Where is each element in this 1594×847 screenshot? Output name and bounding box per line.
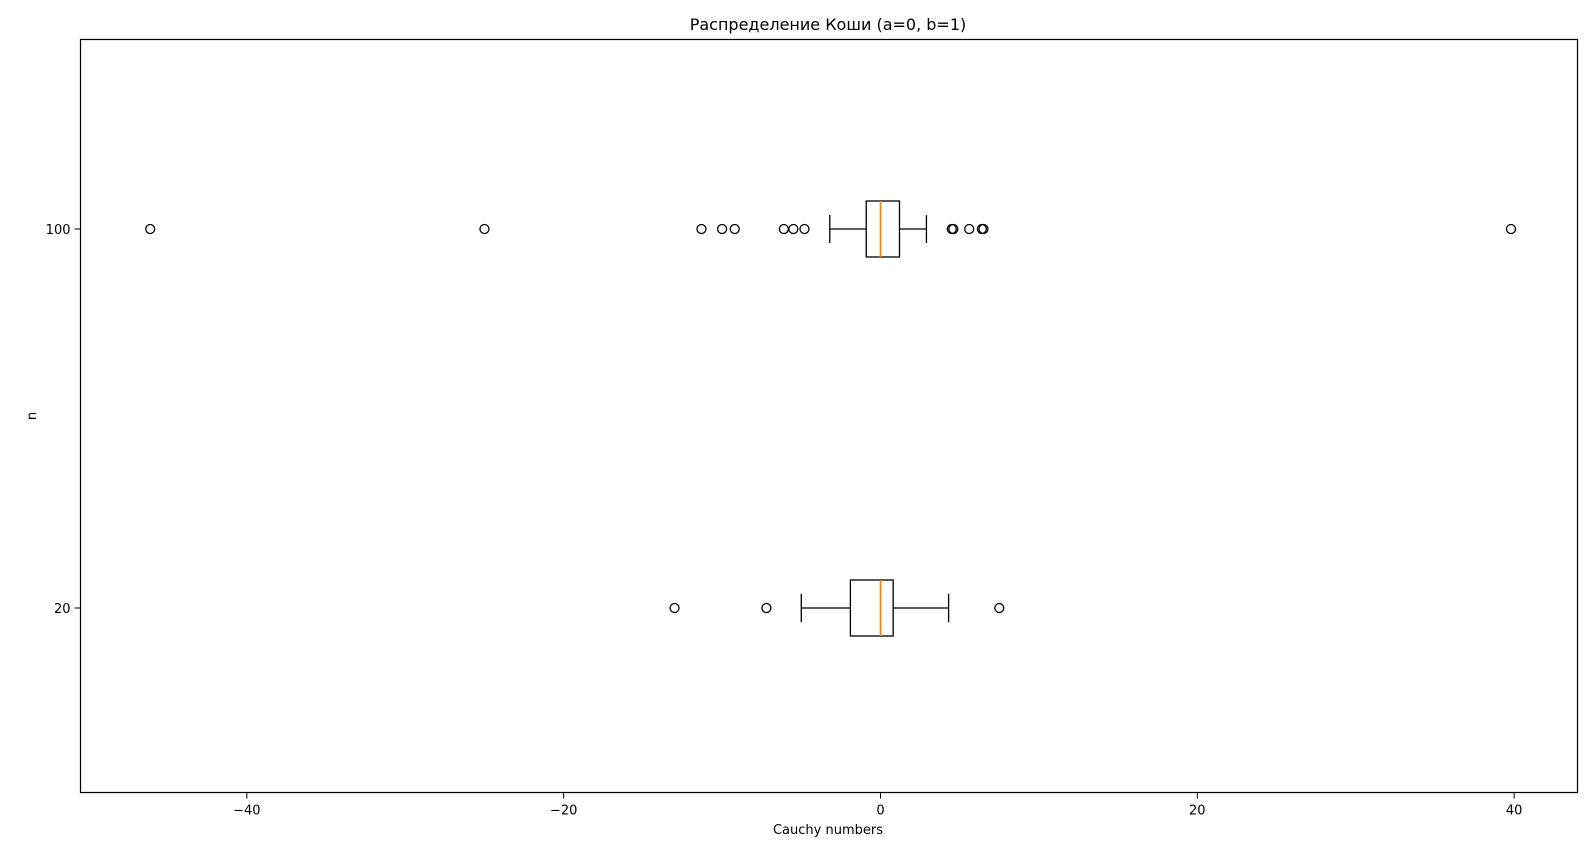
- x-axis-ticks: −40 −20 0 20 40: [233, 792, 1523, 819]
- outlier-point: [696, 223, 707, 235]
- outlier-point: [1505, 223, 1517, 235]
- x-tick-label: 20: [1189, 804, 1206, 819]
- outlier-point: [778, 223, 790, 235]
- y-tick-label: 20: [54, 602, 71, 617]
- outlier-point: [788, 223, 799, 235]
- box-iqr: [865, 200, 901, 258]
- outlier-point: [978, 223, 989, 235]
- y-axis-label: n: [25, 412, 40, 420]
- outlier-point: [669, 602, 680, 614]
- x-tick-label: 0: [876, 804, 884, 819]
- plot-area: [145, 200, 1517, 637]
- outlier-point: [729, 223, 740, 235]
- outlier-point: [761, 602, 772, 614]
- outlier-point: [964, 223, 975, 235]
- outlier-point: [145, 223, 156, 235]
- box-group-n-20: [669, 579, 1005, 637]
- outlier-point: [948, 223, 959, 235]
- chart-title: Распределение Коши (a=0, b=1): [690, 15, 967, 34]
- axes-frame: [79, 38, 1579, 794]
- y-axis-ticks: 20 100: [46, 223, 81, 617]
- outlier-point: [994, 602, 1005, 614]
- x-axis-label: Cauchy numbers: [773, 823, 883, 838]
- outlier-point: [799, 223, 810, 235]
- box-group-n-100: [145, 200, 1517, 258]
- x-tick-label: −20: [550, 804, 577, 819]
- outlier-point: [716, 223, 728, 235]
- outlier-point: [479, 223, 490, 235]
- box-iqr: [849, 579, 894, 637]
- y-tick-label: 100: [46, 223, 71, 238]
- x-tick-label: −40: [233, 804, 260, 819]
- x-tick-label: 40: [1506, 804, 1523, 819]
